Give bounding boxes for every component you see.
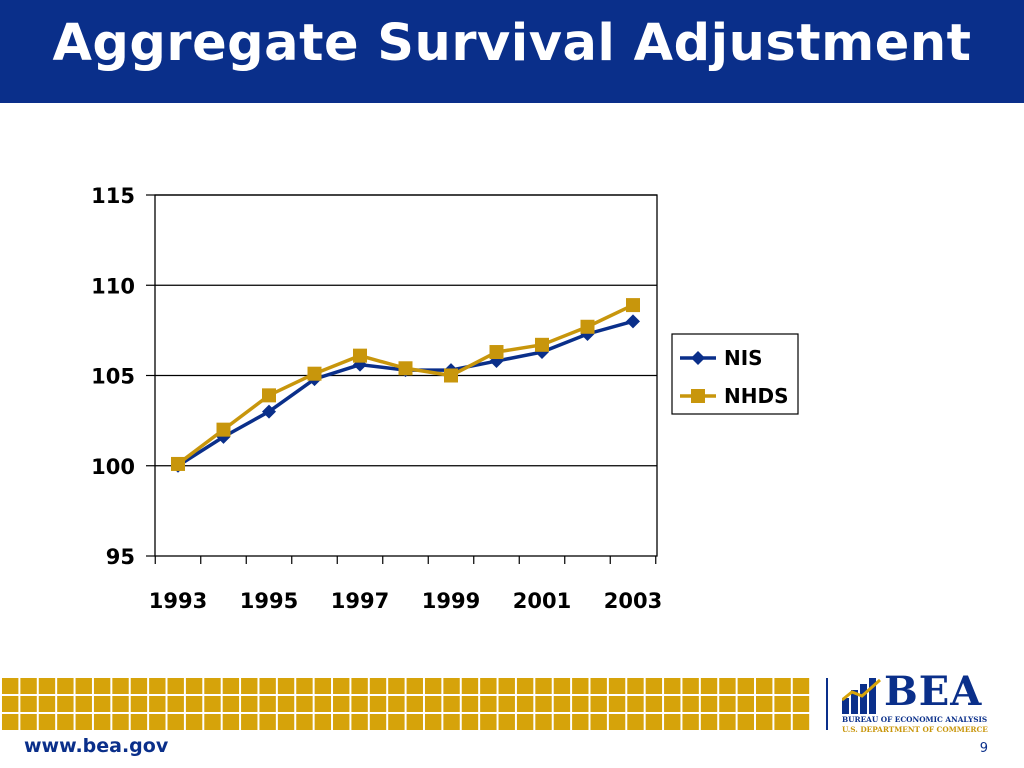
series-layer — [171, 298, 640, 473]
legend: NIS NHDS — [671, 333, 799, 415]
y-tick-label: 95 — [106, 545, 135, 569]
data-point-nis — [262, 404, 276, 419]
x-tick-label: 1997 — [331, 589, 389, 613]
series-line-nhds — [176, 303, 634, 466]
line-chart: 95 100 105 110 115 1993 1995 1997 1999 2001 2003 N… — [91, 184, 799, 613]
y-tick-label: 105 — [91, 365, 135, 389]
bea-subtitle: BUREAU OF ECONOMIC ANALYSIS — [842, 715, 988, 724]
slide-title: Aggregate Survival Adjustment — [52, 14, 972, 73]
series-line-nis — [177, 319, 634, 468]
x-tick-label: 2003 — [604, 589, 662, 613]
data-point-nhds — [262, 388, 276, 403]
x-tick-label: 1995 — [240, 589, 298, 613]
page-number: 9 — [979, 741, 988, 756]
data-point-nis — [626, 314, 640, 329]
y-tick-label: 115 — [91, 184, 135, 208]
data-point-nhds — [353, 348, 367, 363]
x-tick-label: 2001 — [513, 589, 571, 613]
website-link[interactable]: www.bea.gov — [24, 735, 169, 757]
data-point-nhds — [580, 319, 595, 334]
y-tick-label: 100 — [91, 455, 135, 479]
axis-layer: 95 100 105 110 115 1993 1995 1997 1999 2001 2003 — [91, 184, 662, 613]
y-tick-label: 110 — [91, 274, 135, 298]
title-bar: Aggregate Survival Adjustment — [0, 0, 1024, 103]
bea-wordmark: BEA — [884, 668, 983, 715]
footer-pattern — [0, 676, 810, 730]
bea-logo: BEA BUREAU OF ECONOMIC ANALYSIS U.S. DEP… — [842, 668, 992, 734]
x-tick-label: 1993 — [149, 589, 207, 613]
legend-label-nhds: NHDS — [724, 384, 788, 408]
doc-subtitle: U.S. DEPARTMENT OF COMMERCE — [842, 725, 988, 734]
series-nis — [171, 314, 640, 473]
data-point-nhds — [307, 366, 322, 381]
legend-square-icon — [691, 389, 705, 403]
data-point-nhds — [489, 345, 504, 360]
data-point-nhds — [626, 298, 640, 313]
data-point-nhds — [535, 337, 549, 352]
bea-logo-bars-icon — [842, 678, 881, 714]
legend-diamond-icon — [691, 351, 705, 365]
series-nhds — [171, 298, 640, 471]
data-point-nhds — [216, 422, 231, 437]
data-point-nhds — [398, 361, 413, 376]
data-point-nhds — [444, 368, 458, 383]
x-tick-label: 1999 — [422, 589, 480, 613]
footer-divider — [826, 678, 828, 730]
data-point-nhds — [171, 456, 185, 471]
legend-label-nis: NIS — [724, 346, 763, 370]
